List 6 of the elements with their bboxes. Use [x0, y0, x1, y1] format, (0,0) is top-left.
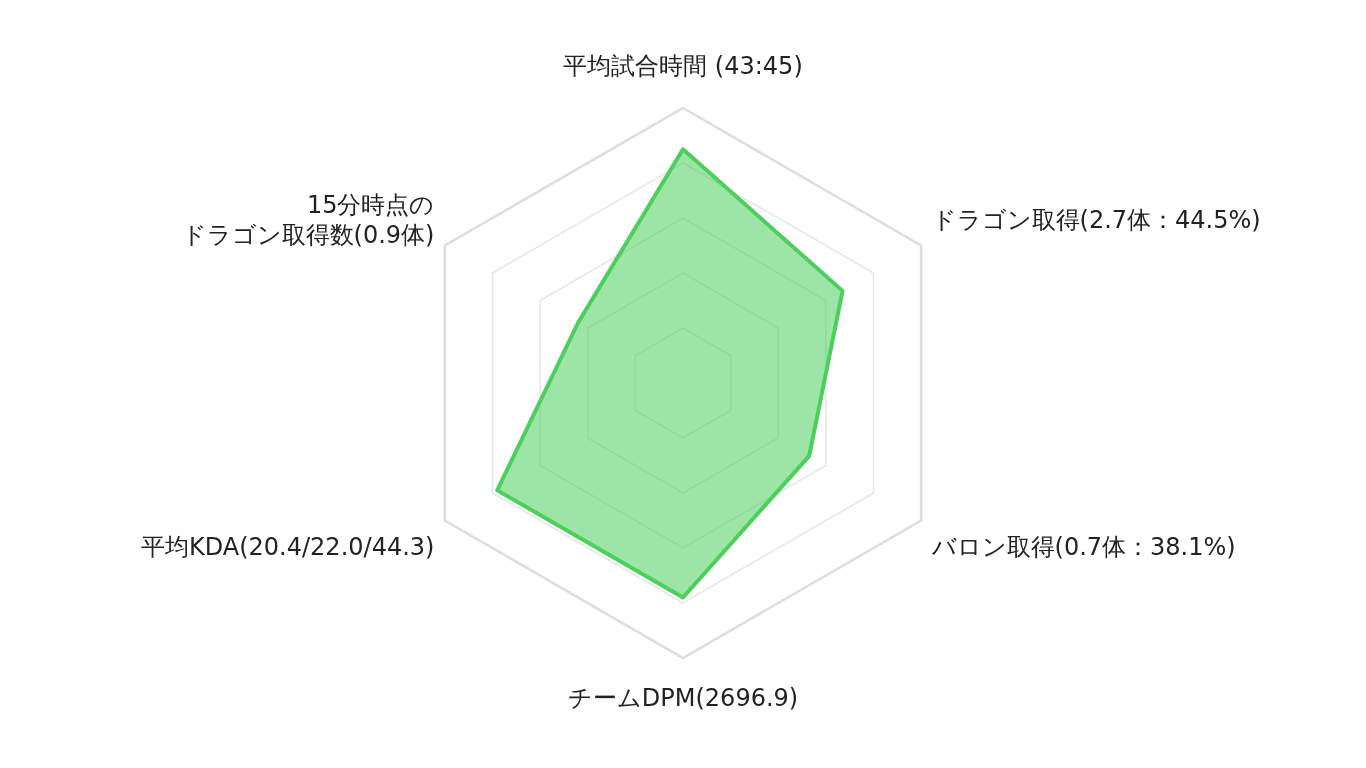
- spoke-label: 平均試合時間 (43:45): [563, 52, 803, 80]
- spoke-label: 平均KDA(20.4/22.0/44.3): [141, 532, 435, 561]
- spoke-label: 15分時点のドラゴン取得数(0.9体): [181, 190, 435, 249]
- spoke-label: バロン取得(0.7体：38.1%): [930, 532, 1236, 561]
- spoke-label: チームDPM(2696.9): [567, 684, 799, 712]
- spoke-label: ドラゴン取得(2.7体：44.5%): [931, 205, 1261, 234]
